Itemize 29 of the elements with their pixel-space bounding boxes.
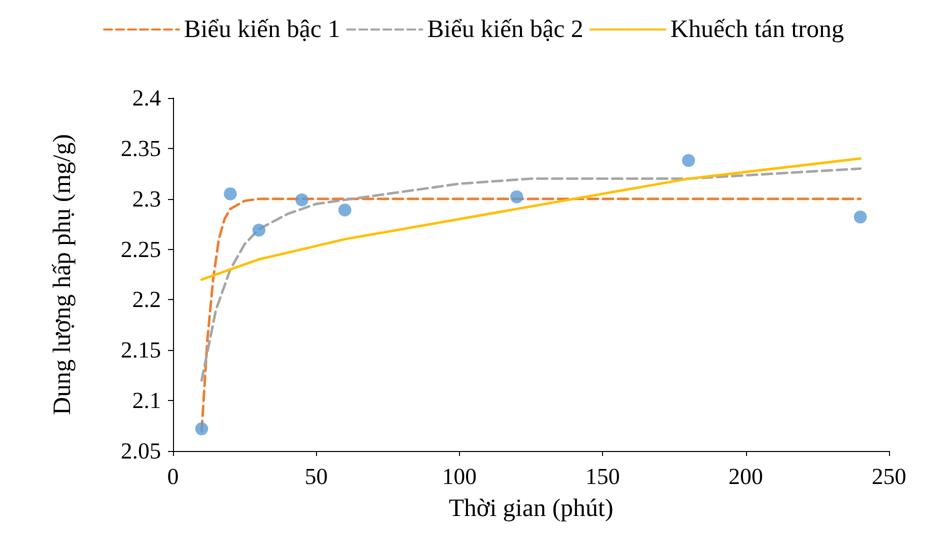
y-tick-label: 2.2 — [132, 287, 161, 312]
point — [338, 203, 352, 216]
legend-label: Biểu kiến bậc 1 — [184, 16, 340, 43]
y-tick-label: 2.35 — [120, 136, 161, 161]
point — [295, 193, 308, 206]
point — [510, 190, 524, 204]
x-tick-label: 50 — [304, 464, 328, 489]
y-tick-label: 2.3 — [132, 186, 161, 212]
point — [854, 210, 867, 224]
y-tick-label: 2.1 — [132, 388, 161, 414]
y-tick-label: 2.05 — [120, 438, 161, 464]
point — [252, 224, 266, 237]
x-tick-label: 250 — [872, 464, 906, 489]
legend-label: Khuếch tán trong — [670, 16, 844, 43]
x-axis-title: Thời gian (phút) — [448, 495, 614, 522]
x-tick-label: 200 — [728, 464, 764, 489]
line-series — [200, 157, 862, 281]
y-tick-label: 2.15 — [120, 338, 161, 363]
x-tick-label: 0 — [167, 464, 179, 489]
y-tick-label: 2.25 — [120, 236, 161, 262]
point — [195, 422, 208, 436]
x-tick-label: 100 — [442, 464, 477, 489]
x-tick-label: 150 — [585, 464, 620, 489]
y-tick-label: 2.4 — [132, 86, 162, 110]
y-axis-title: Dung lượng hấp phụ (mg/g) — [49, 134, 76, 415]
line-series — [200, 167, 862, 382]
point — [682, 154, 696, 168]
legend-label: Biểu kiến bậc 2 — [427, 16, 584, 43]
point — [224, 187, 237, 200]
